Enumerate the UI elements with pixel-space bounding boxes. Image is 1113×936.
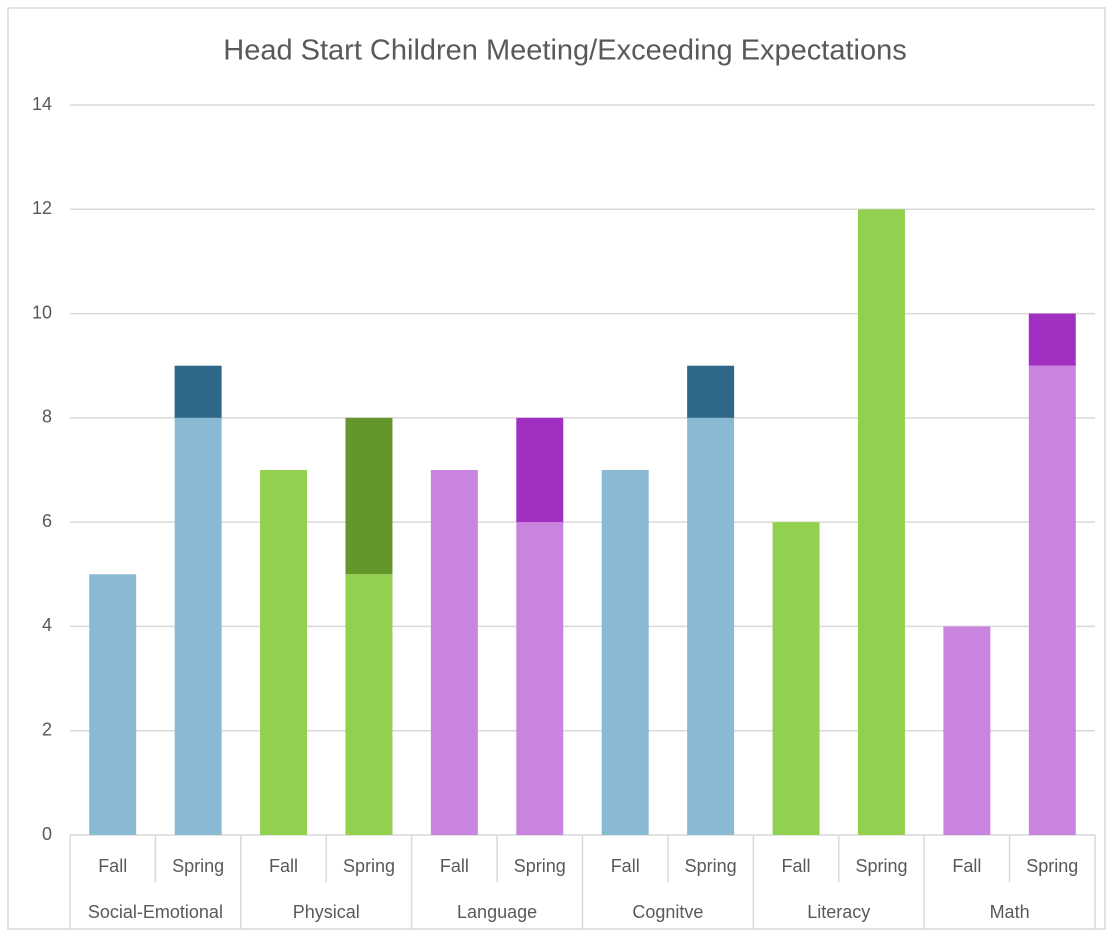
bar-segment [516,417,564,523]
y-tick-label: 14 [32,94,52,114]
y-tick-label: 4 [42,615,52,635]
bar-segment [89,574,137,835]
chart-title: Head Start Children Meeting/Exceeding Ex… [223,35,907,67]
bar-segment [430,470,478,835]
x-tick-label: Fall [440,856,469,876]
x-tick-label: Spring [514,856,566,876]
group-label: Language [457,902,537,922]
group-label: Literacy [807,902,870,922]
y-tick-label: 2 [42,719,52,739]
y-tick-label: 10 [32,302,52,322]
bar-segment [174,365,222,418]
bar-segment [1028,365,1076,835]
x-tick-label: Fall [782,856,811,876]
bar-segment [857,209,905,836]
x-tick-label: Spring [855,856,907,876]
bar-segment [772,522,820,835]
bar-segment [1028,313,1076,366]
bar-segment [687,365,735,418]
group-label: Physical [293,902,360,922]
bar-segment [516,522,564,835]
group-label: Cognitve [632,902,703,922]
bar-segment [687,417,735,835]
group-label: Social-Emotional [88,902,223,922]
y-tick-label: 0 [42,824,52,844]
x-tick-label: Fall [98,856,127,876]
x-tick-label: Spring [685,856,737,876]
x-tick-label: Spring [343,856,395,876]
y-tick-label: 8 [42,407,52,427]
y-tick-label: 12 [32,198,52,218]
x-tick-label: Fall [611,856,640,876]
x-tick-label: Spring [1026,856,1078,876]
group-label: Math [990,902,1030,922]
bar-segment [174,417,222,835]
bar-segment [601,470,649,835]
bar-segment [260,470,308,835]
bar-segment [345,574,393,835]
y-tick-label: 6 [42,511,52,531]
x-tick-label: Spring [172,856,224,876]
bar-segment [345,417,393,575]
x-tick-label: Fall [952,856,981,876]
x-tick-label: Fall [269,856,298,876]
bar-segment [943,626,991,835]
